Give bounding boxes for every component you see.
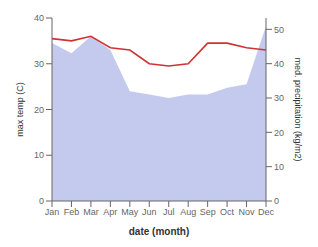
svg-text:max temp (C): max temp (C) xyxy=(15,82,25,137)
svg-text:Apr: Apr xyxy=(103,207,117,217)
svg-text:20: 20 xyxy=(274,128,284,138)
svg-text:med. precipitation (kg/m2): med. precipitation (kg/m2) xyxy=(293,57,303,161)
svg-text:20: 20 xyxy=(34,105,44,115)
svg-text:May: May xyxy=(121,207,139,217)
svg-text:10: 10 xyxy=(274,162,284,172)
svg-text:Nov: Nov xyxy=(239,207,256,217)
svg-text:30: 30 xyxy=(274,93,284,103)
svg-text:Jan: Jan xyxy=(45,207,60,217)
svg-text:50: 50 xyxy=(274,25,284,35)
svg-text:Jul: Jul xyxy=(163,207,175,217)
svg-text:30: 30 xyxy=(34,59,44,69)
svg-text:Aug: Aug xyxy=(180,207,196,217)
svg-text:Feb: Feb xyxy=(64,207,80,217)
svg-text:date (month): date (month) xyxy=(129,226,190,237)
svg-text:Mar: Mar xyxy=(83,207,99,217)
svg-text:0: 0 xyxy=(274,196,279,206)
svg-text:0: 0 xyxy=(39,196,44,206)
svg-text:10: 10 xyxy=(34,150,44,160)
svg-text:40: 40 xyxy=(34,13,44,23)
svg-text:Jun: Jun xyxy=(142,207,157,217)
svg-text:Dec: Dec xyxy=(258,207,275,217)
svg-text:Sep: Sep xyxy=(200,207,216,217)
svg-text:40: 40 xyxy=(274,59,284,69)
svg-text:Oct: Oct xyxy=(220,207,235,217)
